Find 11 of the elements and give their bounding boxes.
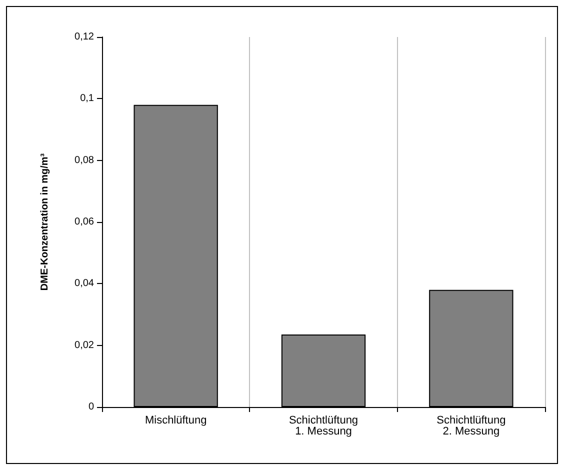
x-tick-label: Schichtlüftung 1. Messung: [288, 414, 358, 438]
x-tick-label: Schichtlüftung 2. Messung: [436, 414, 506, 438]
x-tick-label: Mischlüftung: [144, 414, 207, 426]
y-tick-label: 0: [88, 402, 94, 412]
y-tick-label: 0,12: [74, 32, 94, 42]
y-tick-label: 0,1: [80, 93, 94, 104]
y-tick-label: 0,06: [74, 216, 94, 228]
y-tick-label: 0,02: [74, 340, 94, 351]
y-tick-label: 0,04: [74, 278, 94, 290]
y-tick-label: 0,08: [74, 154, 94, 166]
y-axis-title: DME-Konzentration in mg/m³: [40, 152, 50, 291]
